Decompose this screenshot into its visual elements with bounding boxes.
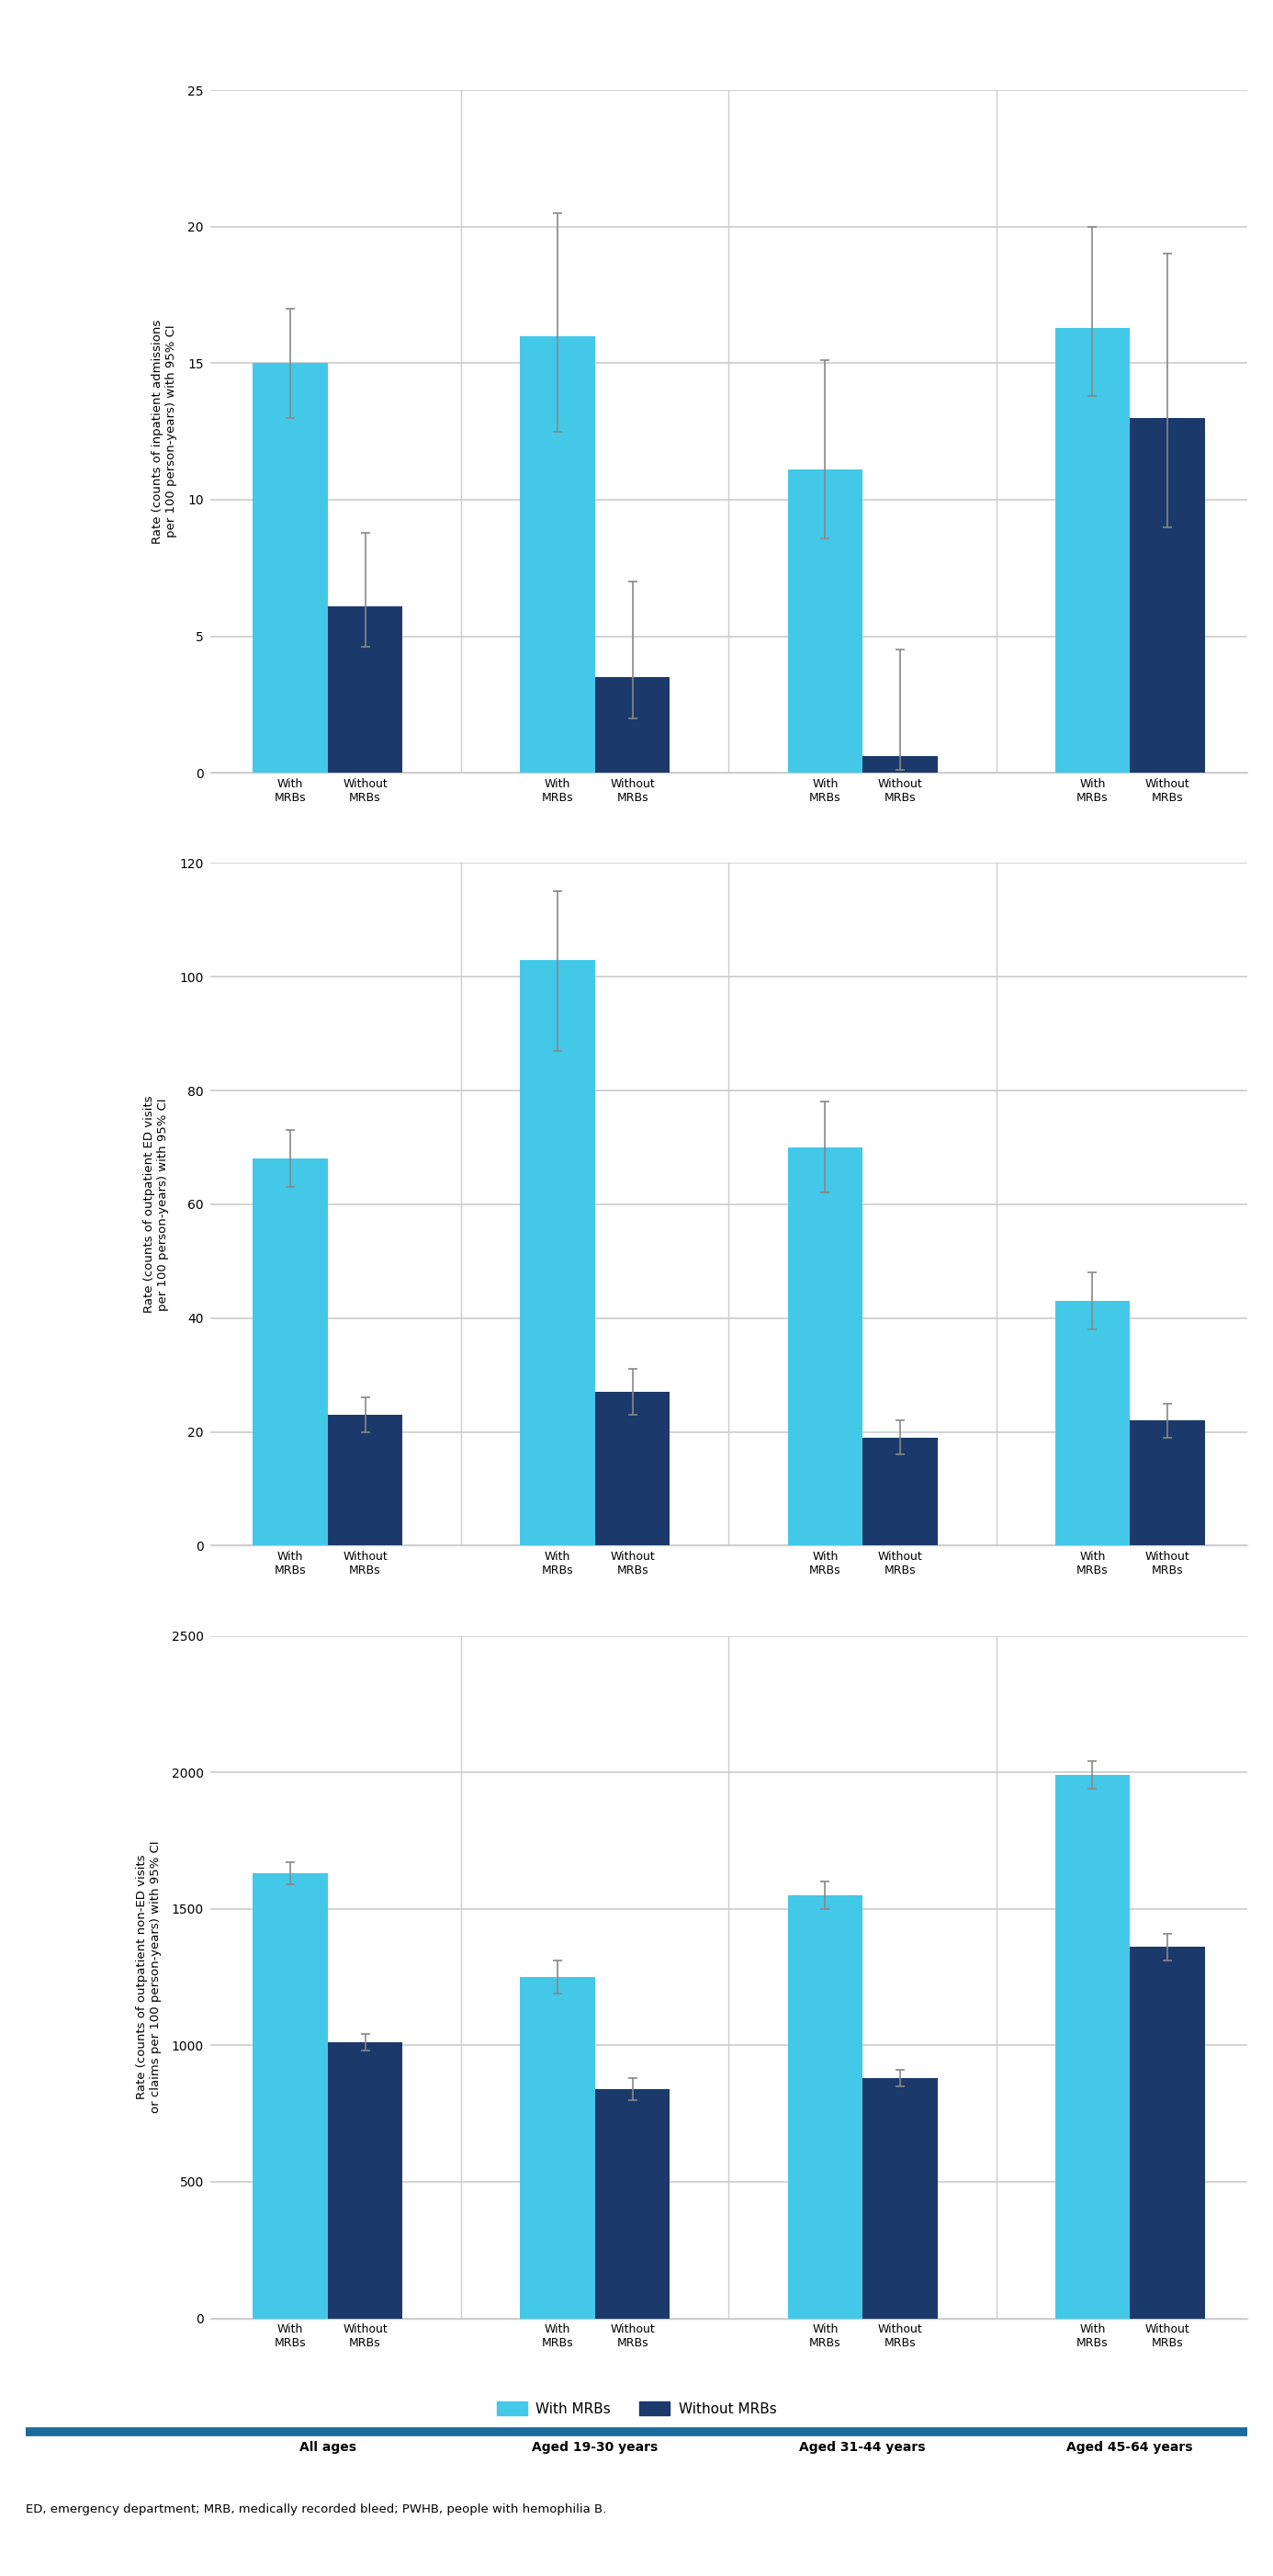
Bar [521,961,594,1546]
Text: Aged 19-30 years: Aged 19-30 years [532,896,658,909]
Bar [788,1146,863,1546]
Bar [327,605,402,773]
Bar [1130,1947,1204,2318]
Bar [594,2089,670,2318]
Bar [788,469,863,773]
Text: All-Cause Health Care Resource Utilization in PWHB With and Without MRBs,: All-Cause Health Care Resource Utilizati… [135,28,722,46]
Bar [1130,1419,1204,1546]
Text: Aged 31-44 years: Aged 31-44 years [799,1669,925,1682]
Bar [327,2043,402,2318]
Bar [594,1391,670,1546]
Bar [521,1978,594,2318]
Text: All ages: All ages [299,1669,356,1682]
Bar [253,363,327,773]
Bar [253,1159,327,1546]
Bar [594,677,670,773]
Bar [1055,327,1130,773]
Text: Aged 31-44 years: Aged 31-44 years [799,2442,925,2455]
Text: All ages: All ages [299,896,356,909]
Text: Aged 45-64 years: Aged 45-64 years [1067,2442,1193,2455]
Text: All ages: All ages [299,2442,356,2455]
Text: Aged 19-30 years: Aged 19-30 years [532,1669,658,1682]
Text: Aged 31-44 years: Aged 31-44 years [799,896,925,909]
Text: ED, emergency department; MRB, medically recorded bleed; PWHB, people with hemop: ED, emergency department; MRB, medically… [25,2504,606,2514]
Bar [863,1437,937,1546]
Text: Aged 19-30 years: Aged 19-30 years [532,2442,658,2455]
Bar [788,1896,863,2318]
Bar [327,1414,402,1546]
Text: Aged 45-64 years: Aged 45-64 years [1067,896,1193,909]
Text: by Age: by Age [23,108,76,124]
Bar [253,1873,327,2318]
Bar [863,757,937,773]
Bar [1055,1775,1130,2318]
Bar [863,2079,937,2318]
Text: FIGURE 3.: FIGURE 3. [23,28,108,46]
Text: Aged 45-64 years: Aged 45-64 years [1067,1669,1193,1682]
Bar [1130,417,1204,773]
Y-axis label: Rate (counts of outpatient non-ED visits
or claims per 100 person-years) with 95: Rate (counts of outpatient non-ED visits… [135,1842,162,2112]
Bar [521,335,594,773]
Y-axis label: Rate (counts of inpatient admissions
per 100 person-years) with 95% CI: Rate (counts of inpatient admissions per… [151,319,177,544]
Bar [1055,1301,1130,1546]
Y-axis label: Rate (counts of outpatient ED visits
per 100 person-years) with 95% CI: Rate (counts of outpatient ED visits per… [144,1095,169,1314]
Legend: With MRBs, Without MRBs: With MRBs, Without MRBs [491,2396,782,2421]
